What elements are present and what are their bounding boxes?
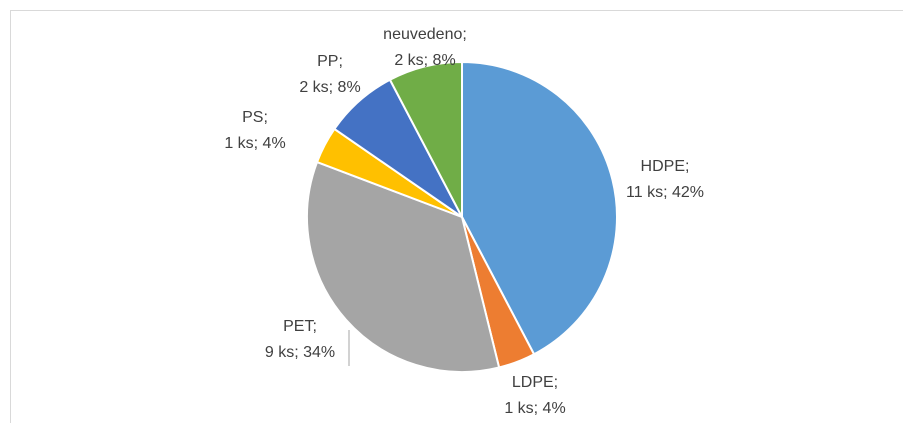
slice-category-label: PET; [283, 318, 317, 335]
pie-slice [461, 60, 618, 356]
slice-value-label: 9 ks; 34% [265, 344, 335, 361]
slice-value-label: 11 ks; 42% [626, 184, 704, 201]
slice-category-label: LDPE; [512, 374, 558, 391]
slice-value-label: 2 ks; 8% [299, 79, 360, 96]
slice-value-label: 1 ks; 4% [224, 135, 285, 152]
pie-slice [306, 160, 501, 373]
slice-value-label: 2 ks; 8% [394, 52, 455, 69]
slice-category-label: PS; [242, 109, 268, 126]
chart-border [10, 10, 903, 423]
slice-category-label: PP; [317, 53, 343, 70]
pie-slice [388, 60, 463, 218]
slice-category-label: neuvedeno; [383, 26, 467, 43]
slice-category-label: HDPE; [641, 158, 690, 175]
slice-value-label: 1 ks; 4% [504, 400, 565, 417]
